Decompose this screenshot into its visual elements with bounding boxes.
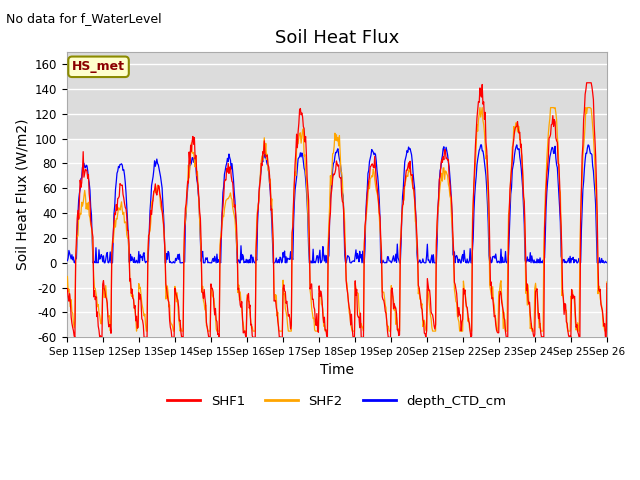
SHF2 <box>128 294 136 300</box>
Bar <box>67 139 607 337</box>
Bar <box>67 52 607 139</box>
depth_CTD_cm <box>129 257 136 263</box>
SHF2 <box>212 326 220 332</box>
SHF1 <box>184 179 191 184</box>
SHF2 <box>403 172 411 178</box>
depth_CTD_cm <box>184 187 191 192</box>
Text: HS_met: HS_met <box>72 60 125 73</box>
SHF2 <box>132 328 140 334</box>
Y-axis label: Soil Heat Flux (W/m2): Soil Heat Flux (W/m2) <box>15 119 29 270</box>
X-axis label: Time: Time <box>320 362 354 377</box>
SHF2 <box>476 105 484 110</box>
Legend: SHF1, SHF2, depth_CTD_cm: SHF1, SHF2, depth_CTD_cm <box>162 390 511 413</box>
depth_CTD_cm <box>63 258 70 264</box>
SHF2 <box>72 244 80 250</box>
SHF2 <box>419 324 427 329</box>
Line: SHF1: SHF1 <box>67 83 607 337</box>
SHF1 <box>403 168 411 173</box>
SHF1 <box>603 281 611 287</box>
depth_CTD_cm <box>71 260 79 266</box>
depth_CTD_cm <box>419 256 427 262</box>
SHF2 <box>184 181 191 187</box>
Title: Soil Heat Flux: Soil Heat Flux <box>275 29 399 48</box>
SHF1 <box>71 335 79 340</box>
SHF1 <box>583 80 591 85</box>
depth_CTD_cm <box>403 148 411 154</box>
Text: No data for f_WaterLevel: No data for f_WaterLevel <box>6 12 162 25</box>
SHF1 <box>212 317 220 323</box>
SHF1 <box>74 216 81 221</box>
SHF1 <box>419 317 427 323</box>
SHF1 <box>63 288 70 294</box>
Line: depth_CTD_cm: depth_CTD_cm <box>67 145 607 263</box>
Line: SHF2: SHF2 <box>67 108 607 331</box>
depth_CTD_cm <box>212 260 220 266</box>
SHF2 <box>63 284 70 290</box>
depth_CTD_cm <box>603 260 611 266</box>
SHF1 <box>129 295 136 301</box>
depth_CTD_cm <box>477 142 485 148</box>
SHF2 <box>603 279 611 285</box>
depth_CTD_cm <box>74 231 81 237</box>
